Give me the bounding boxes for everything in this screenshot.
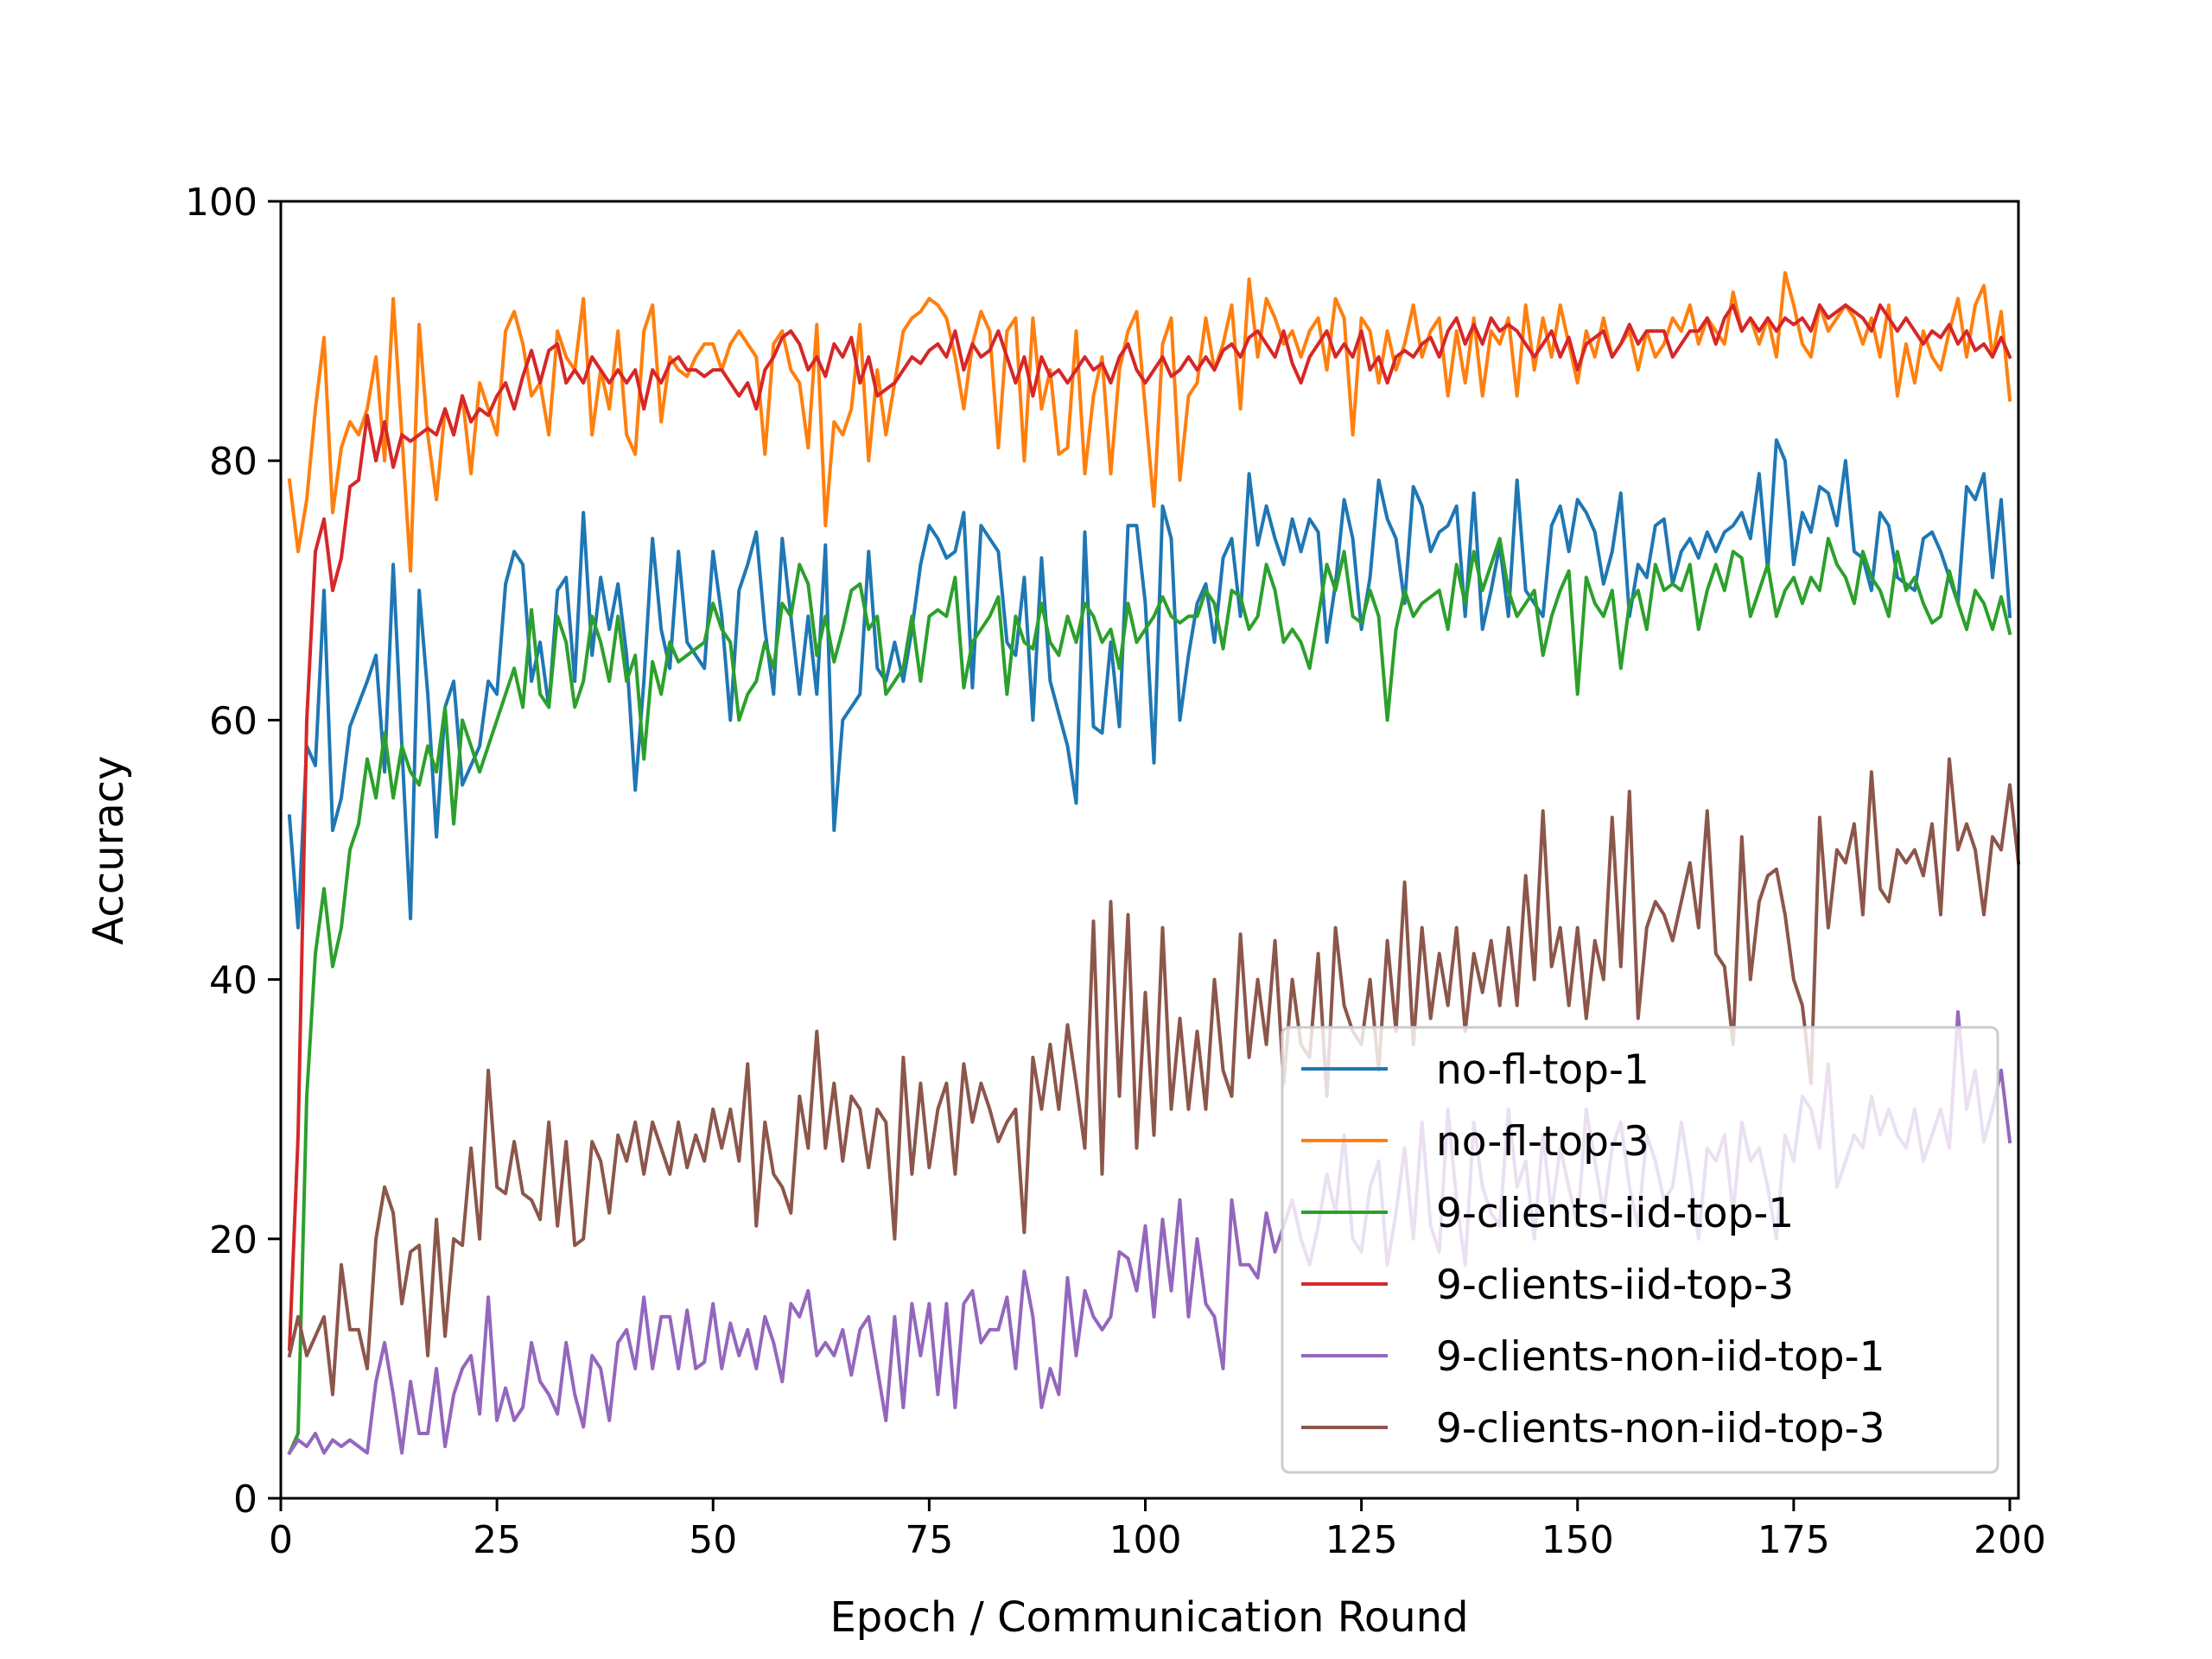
legend-label: no-fl-top-1 — [1436, 1046, 1649, 1094]
y-tick-label: 40 — [209, 959, 257, 1003]
legend-label: 9-clients-non-iid-top-3 — [1436, 1405, 1885, 1452]
y-axis-label: Accuracy — [85, 755, 133, 944]
series-line-9-clients-non-iid-top-3 — [287, 757, 2021, 1396]
series-line-no-fl-top-3 — [287, 270, 2012, 573]
x-tick-label: 175 — [1758, 1518, 1830, 1562]
legend-label: no-fl-top-3 — [1436, 1118, 1649, 1166]
legend-label: 9-clients-iid-top-1 — [1436, 1190, 1794, 1237]
y-tick-label: 100 — [185, 181, 257, 225]
x-tick-label: 25 — [473, 1518, 521, 1562]
legend-label: 9-clients-iid-top-3 — [1436, 1262, 1794, 1309]
legend-label: 9-clients-non-iid-top-1 — [1436, 1333, 1885, 1381]
x-tick-label: 200 — [1974, 1518, 2046, 1562]
x-axis-label: Epoch / Communication Round — [830, 1593, 1468, 1642]
series-line-9-clients-iid-top-1 — [287, 537, 2012, 1456]
y-axis: 0 20 40 60 80 100 — [185, 181, 281, 1522]
y-tick-label: 60 — [209, 699, 257, 743]
x-tick-label: 100 — [1109, 1518, 1182, 1562]
x-tick-label: 50 — [689, 1518, 737, 1562]
x-tick-label: 75 — [905, 1518, 953, 1562]
y-tick-label: 0 — [233, 1478, 257, 1522]
plot-frame — [279, 200, 2020, 1500]
y-tick-label: 20 — [209, 1218, 257, 1262]
x-tick-label: 150 — [1541, 1518, 1614, 1562]
series-layer — [287, 270, 2021, 1456]
x-axis: 0 25 50 75 100 125 150 175 200 — [269, 1498, 2046, 1562]
y-tick-label: 80 — [209, 440, 257, 484]
legend-box — [1281, 1026, 1999, 1474]
legend: no-fl-top-1 no-fl-top-3 9-clients-iid-top-… — [1281, 1026, 1999, 1474]
x-tick-label: 125 — [1325, 1518, 1398, 1562]
x-tick-label: 0 — [269, 1518, 293, 1562]
series-line-9-clients-iid-top-3 — [287, 303, 2012, 1351]
